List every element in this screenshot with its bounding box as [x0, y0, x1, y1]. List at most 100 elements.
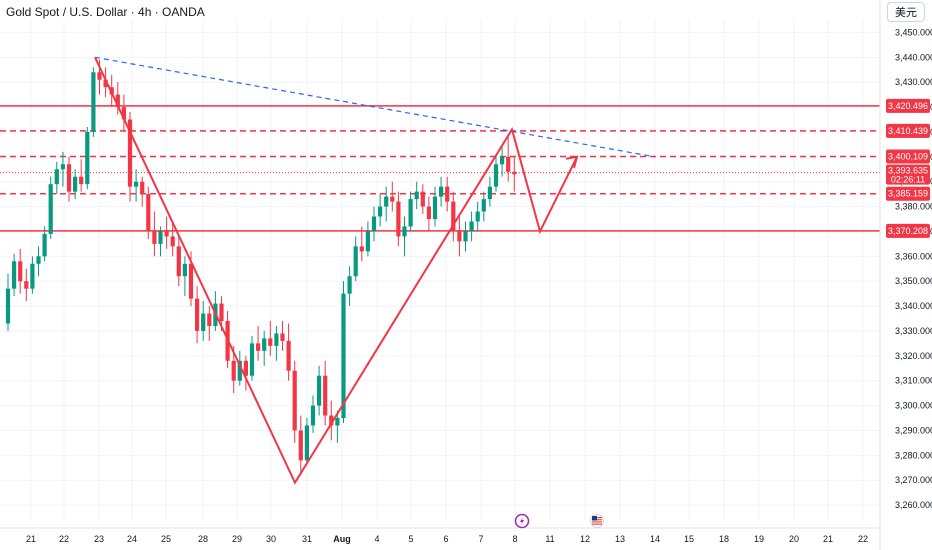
level-price-tag-label: 3,400.109: [888, 152, 928, 162]
candle-body: [481, 199, 486, 212]
candle-body: [390, 196, 395, 202]
candle-body: [24, 281, 29, 289]
x-tick-label: 11: [545, 534, 554, 544]
y-tick-label: 3,310.000: [895, 376, 932, 386]
candle-body: [79, 176, 84, 185]
candle-body: [201, 313, 206, 331]
candles-layer: [5, 59, 517, 476]
flag-stripe: [592, 523, 602, 525]
candle-body: [493, 164, 499, 187]
chart-title: Gold Spot / U.S. Dollar · 4h · OANDA: [6, 5, 205, 19]
candle-body: [439, 186, 444, 197]
x-tick-label: 30: [266, 534, 276, 544]
candle-body: [353, 246, 358, 277]
candle-body: [292, 370, 297, 431]
y-tick-label: 3,290.000: [895, 425, 932, 435]
candle-body: [237, 360, 242, 381]
candle-body: [249, 343, 255, 376]
candle-body: [127, 119, 133, 187]
candle-body: [274, 333, 279, 346]
y-tick-label: 3,380.000: [895, 202, 932, 212]
candle-body: [12, 261, 17, 289]
arrow-head-icon: [565, 155, 579, 169]
candle-body: [268, 338, 273, 346]
lightning-glyph: [520, 517, 524, 525]
candle-body: [158, 231, 163, 244]
x-tick-label: 22: [59, 534, 69, 544]
grid: [0, 20, 880, 520]
candle-body: [396, 201, 401, 237]
x-tick-label: 24: [127, 534, 137, 544]
x-tick-label: 13: [615, 534, 625, 544]
level-price-tag: [886, 223, 930, 238]
candle-body: [18, 261, 23, 282]
level-price-tag-label: 3,370.208: [888, 226, 928, 236]
candle-body: [487, 186, 492, 200]
candle-body: [182, 263, 187, 277]
price-tags-layer: 3,420.496 3,410.439 3,400.109 3,385.159 3,37…: [886, 98, 930, 238]
y-tick-label: 3,430.000: [895, 77, 932, 87]
candle-body: [5, 288, 11, 324]
candle-body: [426, 206, 431, 220]
candle-body: [359, 246, 364, 252]
y-tick-label: 3,360.000: [895, 251, 932, 261]
candle-body: [469, 221, 474, 232]
candle-body: [310, 405, 316, 426]
candle-body: [420, 191, 425, 207]
x-tick-label: Aug: [333, 534, 351, 544]
x-tick-label: 18: [719, 534, 729, 544]
y-tick-label: 3,330.000: [895, 326, 932, 336]
candle-body: [42, 233, 47, 257]
current-price-tag: [886, 164, 930, 185]
y-tick-label: 3,350.000: [895, 276, 932, 286]
x-tick-label: 31: [302, 534, 312, 544]
x-tick-label: 25: [161, 534, 171, 544]
candle-body: [73, 176, 78, 192]
x-tick-label: 21: [823, 534, 833, 544]
y-tick-label: 3,270.000: [895, 475, 932, 485]
flag-canton: [592, 516, 597, 521]
x-tick-label: 12: [580, 534, 590, 544]
candle-body: [451, 201, 456, 232]
candle-body: [256, 343, 261, 351]
y-tick-label: 3,300.000: [895, 401, 932, 411]
candle-body: [195, 298, 200, 331]
x-tick-label: 19: [754, 534, 764, 544]
x-tick-label: 28: [198, 534, 208, 544]
x-tick-label: 4: [374, 534, 379, 544]
candle-body: [463, 231, 468, 242]
candle-body: [262, 338, 267, 351]
candle-body: [408, 199, 413, 227]
candle-body: [176, 246, 181, 277]
resistance-trendline: [94, 56, 656, 158]
candle-body: [341, 293, 346, 419]
candle-body: [97, 72, 102, 80]
candle-body: [298, 430, 303, 461]
candle-body: [134, 181, 139, 187]
candle-body: [347, 276, 352, 294]
candle-body: [432, 196, 438, 220]
events-layer: [514, 513, 604, 529]
x-tick-label: 15: [684, 534, 694, 544]
candle-body: [286, 340, 291, 371]
candle-body: [91, 72, 96, 132]
candle-body: [219, 303, 224, 321]
candle-body: [115, 94, 120, 108]
level-price-tag-label: 3,385.159: [888, 189, 928, 199]
y-tick-label: 3,320.000: [895, 351, 932, 361]
x-tick-label: 22: [858, 534, 868, 544]
currency-button[interactable]: 美元: [887, 2, 925, 22]
candle-body: [48, 184, 53, 234]
x-tick-label: 8: [512, 534, 517, 544]
x-tick-label: 7: [478, 534, 483, 544]
level-price-tag: [886, 98, 930, 113]
candle-body: [152, 231, 157, 244]
candle-body: [146, 194, 151, 232]
y-tick-label: 3,440.000: [895, 52, 932, 62]
candle-body: [402, 226, 407, 237]
level-price-tag: [886, 123, 930, 138]
candle-body: [188, 263, 194, 299]
candle-body: [30, 263, 35, 289]
candle-body: [500, 156, 505, 165]
